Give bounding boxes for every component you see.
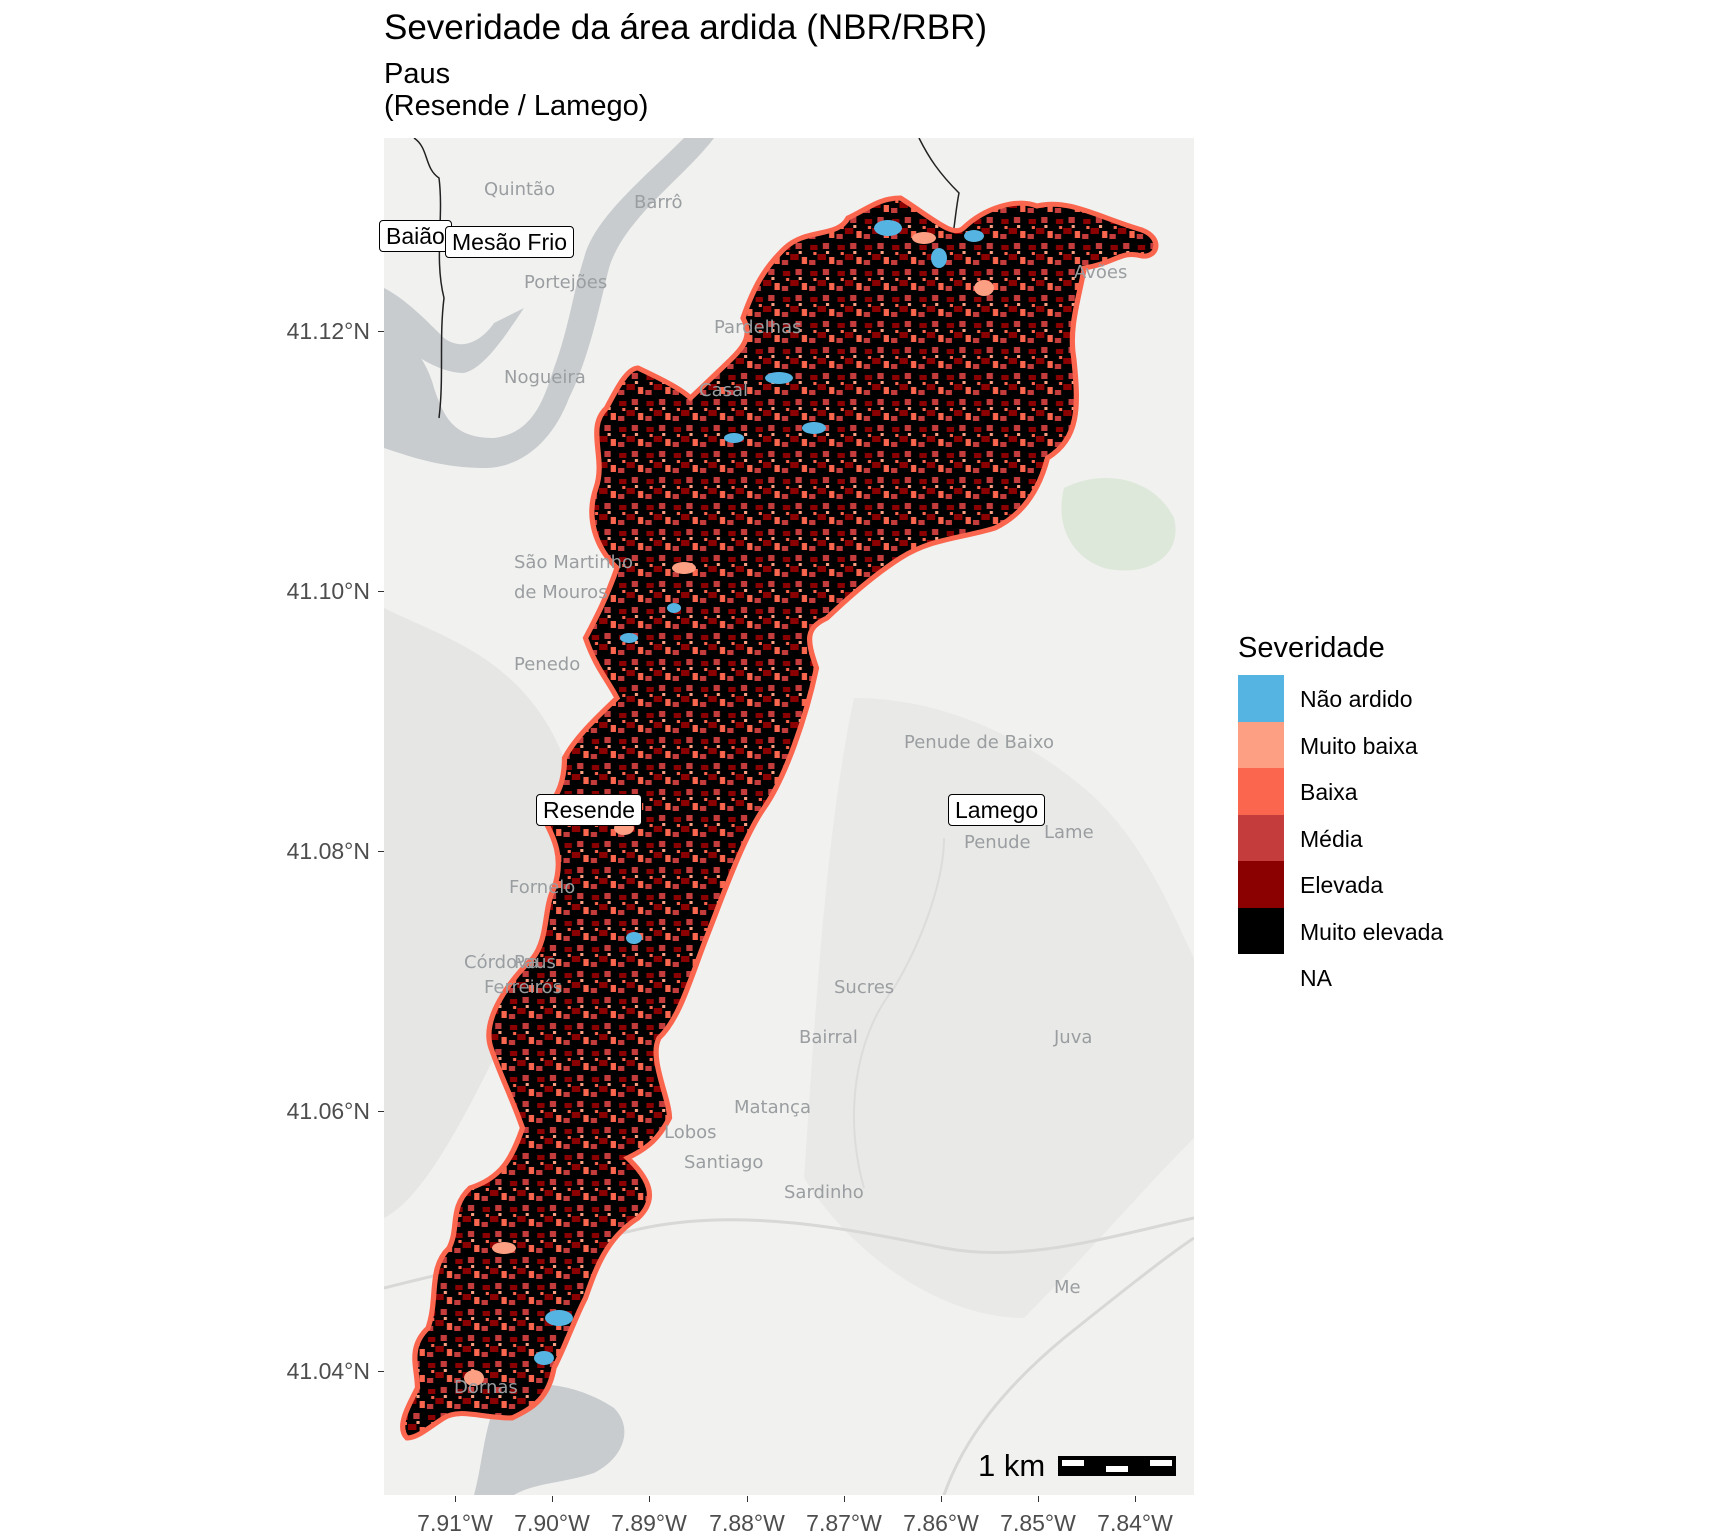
- y-tick-label: 41.06°N: [286, 1098, 370, 1124]
- municipality-label-resende: Resende: [536, 794, 643, 826]
- basemap-place-label: Portejões: [524, 272, 607, 293]
- x-tick-label: 7.88°W: [709, 1510, 785, 1536]
- burned-area: [400, 195, 1159, 1441]
- legend-title: Severidade: [1238, 632, 1385, 664]
- basemap-road: [942, 1236, 1194, 1495]
- legend-swatch: [1238, 675, 1284, 722]
- unburned-patches: [534, 220, 984, 1365]
- y-tick-label: 41.10°N: [286, 578, 370, 604]
- basemap-river: [384, 288, 524, 373]
- y-tick: [378, 1111, 384, 1112]
- basemap-place-label: Barrô: [634, 192, 682, 213]
- basemap-place-label: Fornelo: [509, 877, 575, 898]
- basemap-place-label: Penude de Baixo: [904, 732, 1054, 753]
- y-tick-label: 41.04°N: [286, 1358, 370, 1384]
- x-tick: [1135, 1496, 1136, 1502]
- x-tick-label: 7.86°W: [903, 1510, 979, 1536]
- basemap-place-label: Bairral: [799, 1027, 858, 1048]
- basemap-place-label: Penude: [964, 832, 1031, 853]
- basemap-place-label: Quintão: [484, 179, 555, 200]
- basemap-place-label: Sucres: [834, 977, 894, 998]
- map-panel[interactable]: Quintão Barrô Portejões Avões Pardelhas Nogue…: [384, 138, 1194, 1495]
- legend-label: Baixa: [1300, 779, 1358, 805]
- basemap-place-label: São Martinho: [514, 552, 633, 573]
- y-tick-label: 41.12°N: [286, 318, 370, 344]
- x-tick: [941, 1496, 942, 1502]
- basemap-place-label: Lame: [1044, 822, 1094, 843]
- basemap-relief: [804, 698, 1194, 1318]
- municipality-label-baiao: Baião: [379, 220, 452, 252]
- map-canvas: Quintão Barrô Portejões Avões Pardelhas Nogue…: [384, 138, 1194, 1495]
- x-tick-label: 7.91°W: [417, 1510, 493, 1536]
- x-tick-label: 7.89°W: [611, 1510, 687, 1536]
- legend-label: NA: [1300, 965, 1332, 991]
- basemap-place-label: Paus: [514, 952, 556, 973]
- basemap-place-label: Avões: [1074, 262, 1127, 283]
- x-tick-label: 7.90°W: [514, 1510, 590, 1536]
- subtitle-municipalities: (Resende / Lamego): [384, 90, 649, 122]
- basemap-place-label: Juva: [1053, 1027, 1092, 1048]
- basemap-place-label: Santiago: [684, 1152, 763, 1173]
- x-tick-label: 7.85°W: [1000, 1510, 1076, 1536]
- legend-swatch: [1238, 768, 1284, 815]
- basemap-river: [384, 138, 714, 468]
- plot-subtitle: Paus (Resende / Lamego): [384, 58, 648, 122]
- y-tick: [378, 851, 384, 852]
- basemap-place-label: Lobos: [664, 1122, 717, 1143]
- x-tick: [552, 1496, 553, 1502]
- basemap-relief: [384, 608, 570, 1218]
- municipality-label-lamego: Lamego: [948, 794, 1046, 826]
- legend-item: Muito baixa: [1238, 721, 1418, 768]
- legend-label: Não ardido: [1300, 686, 1413, 712]
- basemap-place-label: Penedo: [514, 654, 580, 675]
- x-tick: [747, 1496, 748, 1502]
- scale-bar: [1058, 1456, 1176, 1476]
- basemap-road: [853, 837, 945, 1189]
- basemap-place-label: Me: [1054, 1277, 1081, 1298]
- x-tick: [455, 1496, 456, 1502]
- x-tick: [1038, 1496, 1039, 1502]
- plot-title: Severidade da área ardida (NBR/RBR): [384, 8, 988, 47]
- basemap-place-label: Nogueira: [504, 367, 586, 388]
- legend: Severidade Não ardido Muito baixa Baixa …: [1238, 632, 1443, 1001]
- y-tick: [378, 591, 384, 592]
- basemap-place-label: de Mouros: [514, 582, 608, 603]
- x-tick-label: 7.84°W: [1097, 1510, 1173, 1536]
- municipal-border: [413, 138, 445, 419]
- y-tick-label: 41.08°N: [286, 838, 370, 864]
- y-tick: [378, 1371, 384, 1372]
- legend-item: Média: [1238, 814, 1385, 861]
- legend-item: Muito elevada: [1238, 907, 1443, 954]
- x-tick-label: 7.87°W: [806, 1510, 882, 1536]
- basemap-green-area: [1061, 478, 1176, 571]
- subtitle-parish: Paus: [384, 58, 451, 90]
- legend-swatch: [1238, 721, 1284, 768]
- basemap-place-label: Córdova: [464, 952, 539, 973]
- basemap-place-label: Sardinho: [784, 1182, 864, 1203]
- legend-label: Média: [1300, 825, 1363, 852]
- low-severity-patches: [464, 232, 994, 1386]
- scale-bar-label: 1 km: [978, 1448, 1046, 1483]
- basemap-place-label: Dornas: [454, 1377, 518, 1398]
- legend-item: NA: [1238, 954, 1385, 1001]
- legend-item: Elevada: [1238, 861, 1385, 908]
- basemap-place-label: Casal: [699, 380, 748, 401]
- legend-label: Elevada: [1300, 872, 1384, 898]
- basemap-place-label: Pardelhas: [714, 317, 801, 338]
- basemap-place-label: Ferreirós: [484, 977, 562, 998]
- x-tick: [649, 1496, 650, 1502]
- legend-item: Não ardido: [1238, 675, 1413, 722]
- legend-swatch: [1238, 907, 1284, 954]
- legend-label: Muito baixa: [1300, 732, 1418, 759]
- basemap-place-label: Matança: [734, 1097, 811, 1118]
- legend-swatch: [1238, 861, 1284, 908]
- x-tick: [844, 1496, 845, 1502]
- legend-swatch: [1238, 954, 1284, 1001]
- legend-label: Muito elevada: [1300, 918, 1444, 945]
- legend-swatch: [1238, 814, 1284, 861]
- municipality-label-mesao-frio: Mesão Frio: [445, 226, 575, 258]
- legend-item: Baixa: [1238, 768, 1385, 815]
- y-tick: [378, 331, 384, 332]
